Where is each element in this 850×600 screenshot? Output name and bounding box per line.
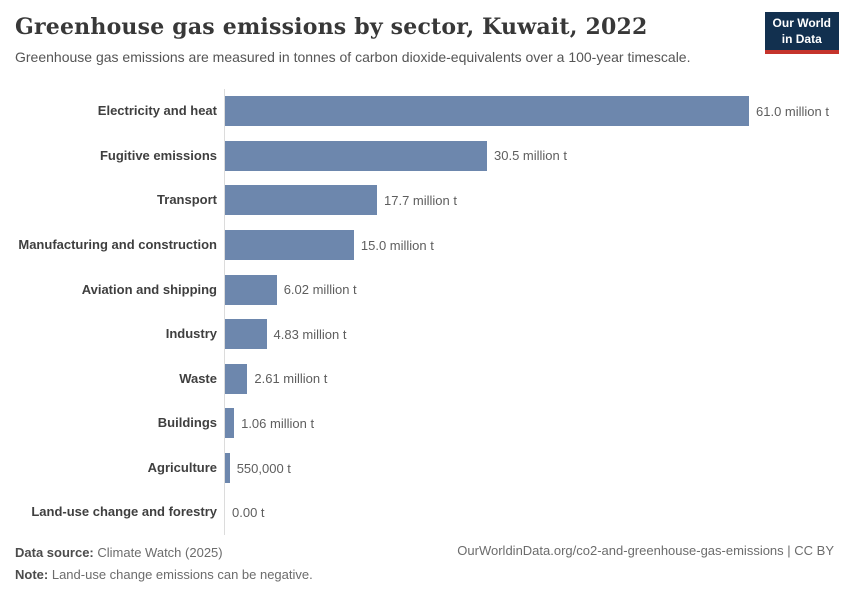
plot-area: 6.02 million t <box>224 267 850 312</box>
footer-left: Data source: Climate Watch (2025) Note: … <box>15 542 313 586</box>
page-subtitle: Greenhouse gas emissions are measured in… <box>15 48 691 65</box>
data-source-label: Data source: <box>15 544 94 560</box>
category-label: Manufacturing and construction <box>18 236 217 252</box>
chart-row: Manufacturing and construction 15.0 milli… <box>0 222 850 268</box>
bar[interactable] <box>225 319 267 350</box>
category-label: Waste <box>179 370 217 386</box>
attribution-link[interactable]: OurWorldinData.org/co2-and-greenhouse-ga… <box>457 542 834 558</box>
value-label: 15.0 million t <box>360 237 434 253</box>
plot-area: 17.7 million t <box>224 178 850 223</box>
plot-area: 30.5 million t <box>224 133 850 179</box>
value-label: 61.0 million t <box>756 103 829 119</box>
owid-logo-line2: in Data <box>781 31 822 46</box>
data-source-value[interactable]: Climate Watch (2025) <box>97 544 223 560</box>
note-line: Note: Land-use change emissions can be n… <box>15 564 313 586</box>
value-label: 2.61 million t <box>254 371 328 387</box>
plot-area: 2.61 million t <box>224 356 850 402</box>
plot-area: 1.06 million t <box>224 401 850 446</box>
category-label: Fugitive emissions <box>99 147 217 163</box>
bar[interactable] <box>225 140 487 171</box>
chart-row: Buildings 1.06 million t <box>0 401 850 446</box>
plot-area: 61.0 million t <box>224 89 850 134</box>
value-label: 30.5 million t <box>494 148 567 164</box>
category-label: Buildings <box>157 415 217 431</box>
bar[interactable] <box>225 96 749 127</box>
value-label: 0.00 t <box>232 505 265 521</box>
category-label: Land-use change and forestry <box>31 504 217 520</box>
value-label: 1.06 million t <box>241 415 315 431</box>
chart-row: Agriculture 550,000 t <box>0 445 850 491</box>
data-source-line: Data source: Climate Watch (2025) <box>15 542 313 564</box>
note-value: Land-use change emissions can be negativ… <box>51 566 313 582</box>
bar[interactable] <box>225 453 230 484</box>
bar[interactable] <box>225 363 248 394</box>
category-label: Industry <box>165 326 217 342</box>
plot-area: 0.00 t <box>224 490 850 535</box>
chart-header: Greenhouse gas emissions by sector, Kuwa… <box>0 0 850 66</box>
bar[interactable] <box>225 274 277 305</box>
chart-row: Land-use change and forestry 0.00 t <box>0 490 850 535</box>
plot-area: 15.0 million t <box>224 222 850 268</box>
chart-row: Waste 2.61 million t <box>0 356 850 402</box>
category-label: Agriculture <box>147 459 217 475</box>
chart-row: Industry 4.83 million t <box>0 311 850 357</box>
chart-footer: Data source: Climate Watch (2025) Note: … <box>0 542 850 586</box>
owid-logo-line1: Our World <box>772 16 831 30</box>
chart-row: Fugitive emissions 30.5 million t <box>0 133 850 179</box>
value-label: 550,000 t <box>236 460 291 476</box>
plot-area: 4.83 million t <box>224 311 850 357</box>
page-title: Greenhouse gas emissions by sector, Kuwa… <box>15 14 648 40</box>
category-label: Aviation and shipping <box>81 281 217 297</box>
chart-row: Transport 17.7 million t <box>0 178 850 223</box>
value-label: 17.7 million t <box>384 192 457 208</box>
chart-row: Electricity and heat 61.0 million t <box>0 89 850 134</box>
owid-logo[interactable]: Our World in Data <box>764 12 839 55</box>
value-label: 6.02 million t <box>283 282 357 298</box>
bar-chart: Electricity and heat 61.0 million t Fugiti… <box>0 89 850 535</box>
plot-area: 550,000 t <box>224 445 850 491</box>
category-label: Transport <box>157 192 217 208</box>
category-label: Electricity and heat <box>97 103 217 119</box>
bar[interactable] <box>225 230 354 261</box>
chart-row: Aviation and shipping 6.02 million t <box>0 267 850 312</box>
bar[interactable] <box>225 185 377 216</box>
bar[interactable] <box>225 408 235 439</box>
note-label: Note: <box>15 566 49 582</box>
value-label: 4.83 million t <box>273 326 347 342</box>
